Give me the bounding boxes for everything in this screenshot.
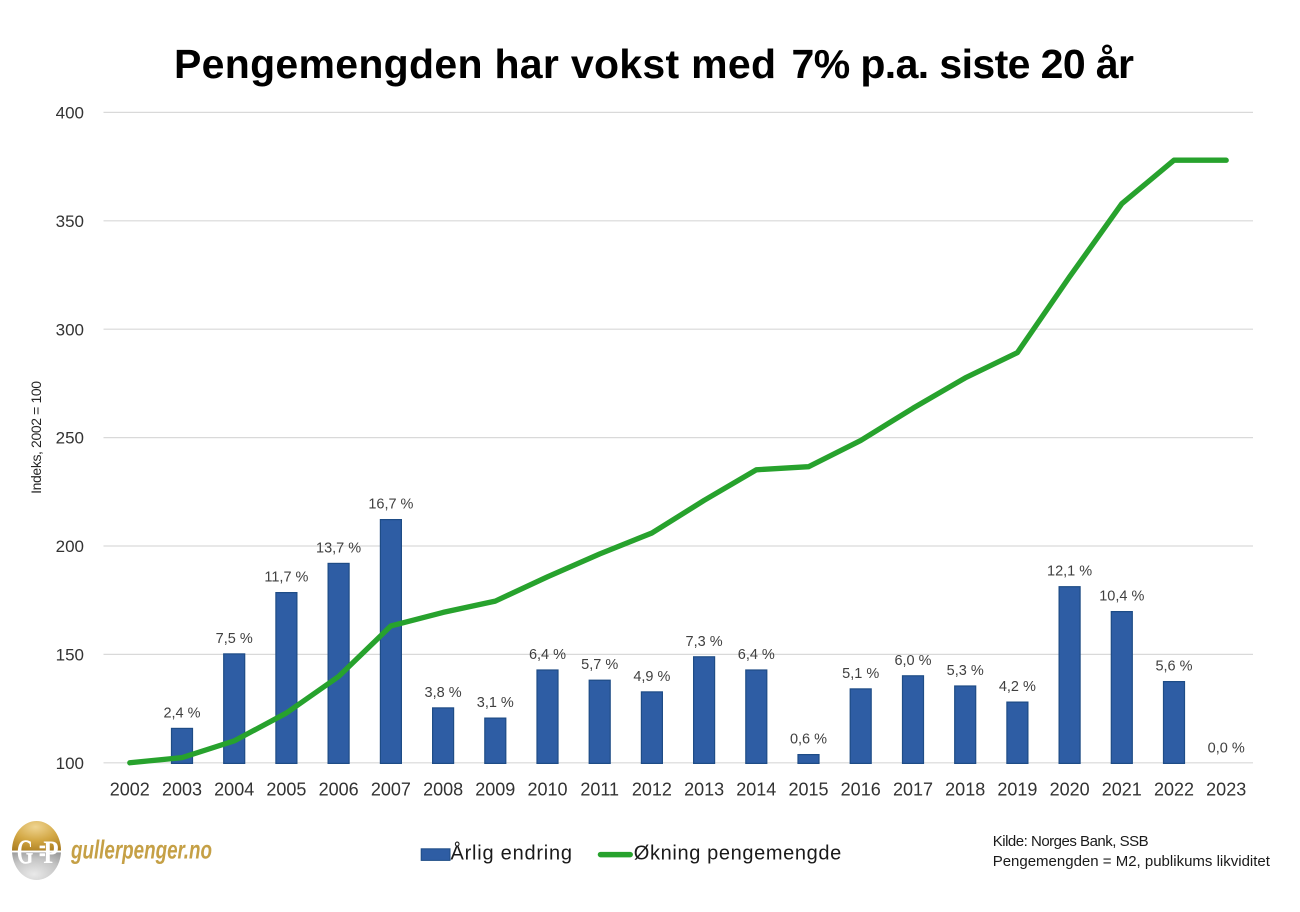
svg-text:7,5 %: 7,5 % bbox=[216, 631, 253, 647]
svg-text:2008: 2008 bbox=[423, 779, 463, 799]
svg-text:2021: 2021 bbox=[1102, 779, 1142, 799]
svg-text:250: 250 bbox=[56, 429, 84, 448]
svg-text:2023: 2023 bbox=[1206, 779, 1246, 799]
svg-text:100: 100 bbox=[56, 754, 84, 773]
svg-text:2013: 2013 bbox=[684, 779, 724, 799]
svg-text:G: G bbox=[17, 832, 34, 871]
svg-text:13,7 %: 13,7 % bbox=[316, 540, 361, 556]
svg-text:3,1 %: 3,1 % bbox=[477, 695, 514, 711]
svg-text:Pengemengden har vokst med: Pengemengden har vokst med bbox=[174, 41, 776, 87]
svg-text:5,1 %: 5,1 % bbox=[842, 666, 879, 682]
svg-text:6,4 %: 6,4 % bbox=[738, 647, 775, 663]
svg-text:2011: 2011 bbox=[580, 779, 619, 799]
svg-text:6,0 %: 6,0 % bbox=[894, 653, 931, 669]
svg-text:P: P bbox=[43, 835, 58, 871]
svg-text:16,7 %: 16,7 % bbox=[368, 497, 413, 513]
svg-text:11,7 %: 11,7 % bbox=[264, 570, 308, 586]
svg-text:0,6 %: 0,6 % bbox=[790, 732, 827, 748]
svg-text:7% p.a. siste 20 år: 7% p.a. siste 20 år bbox=[792, 41, 1135, 87]
svg-text:2014: 2014 bbox=[736, 779, 776, 799]
svg-text:gullerpenger.no: gullerpenger.no bbox=[70, 835, 212, 865]
svg-text:150: 150 bbox=[56, 646, 84, 665]
svg-text:12,1 %: 12,1 % bbox=[1047, 564, 1092, 580]
svg-text:300: 300 bbox=[56, 320, 84, 339]
svg-text:2010: 2010 bbox=[527, 779, 567, 799]
svg-text:5,3 %: 5,3 % bbox=[947, 663, 984, 679]
svg-text:2016: 2016 bbox=[841, 779, 881, 799]
svg-text:6,4 %: 6,4 % bbox=[529, 647, 566, 663]
svg-text:2015: 2015 bbox=[788, 779, 828, 799]
svg-text:4,9 %: 4,9 % bbox=[633, 669, 670, 685]
svg-text:2007: 2007 bbox=[371, 779, 411, 799]
svg-text:10,4 %: 10,4 % bbox=[1099, 589, 1144, 605]
svg-text:400: 400 bbox=[56, 104, 84, 123]
svg-text:Indeks, 2002 = 100: Indeks, 2002 = 100 bbox=[28, 381, 44, 494]
svg-text:2020: 2020 bbox=[1050, 779, 1090, 799]
svg-text:2009: 2009 bbox=[475, 779, 515, 799]
svg-text:2012: 2012 bbox=[632, 779, 672, 799]
svg-text:3,8 %: 3,8 % bbox=[425, 685, 462, 701]
svg-text:7,3 %: 7,3 % bbox=[686, 634, 723, 650]
svg-text:2019: 2019 bbox=[997, 779, 1037, 799]
svg-text:Årlig endring: Årlig endring bbox=[451, 842, 573, 865]
svg-text:2006: 2006 bbox=[319, 779, 359, 799]
svg-text:Pengemengden = M2, publikums l: Pengemengden = M2, publikums likviditet bbox=[993, 853, 1271, 870]
svg-text:2004: 2004 bbox=[214, 779, 254, 799]
svg-text:2018: 2018 bbox=[945, 779, 985, 799]
svg-text:0,0 %: 0,0 % bbox=[1208, 740, 1245, 756]
svg-text:2002: 2002 bbox=[110, 779, 150, 799]
svg-text:2005: 2005 bbox=[266, 779, 306, 799]
svg-text:200: 200 bbox=[56, 537, 84, 556]
svg-text:350: 350 bbox=[56, 212, 84, 231]
svg-text:4,2 %: 4,2 % bbox=[999, 679, 1036, 695]
svg-text:2017: 2017 bbox=[893, 779, 933, 799]
svg-text:5,7 %: 5,7 % bbox=[581, 657, 618, 673]
svg-text:5,6 %: 5,6 % bbox=[1155, 659, 1192, 675]
svg-text:Kilde: Norges Bank, SSB: Kilde: Norges Bank, SSB bbox=[993, 833, 1149, 850]
svg-text:2022: 2022 bbox=[1154, 779, 1194, 799]
svg-text:2003: 2003 bbox=[162, 779, 202, 799]
svg-text:2,4 %: 2,4 % bbox=[163, 705, 200, 721]
svg-text:Økning pengemengde: Økning pengemengde bbox=[634, 843, 842, 865]
